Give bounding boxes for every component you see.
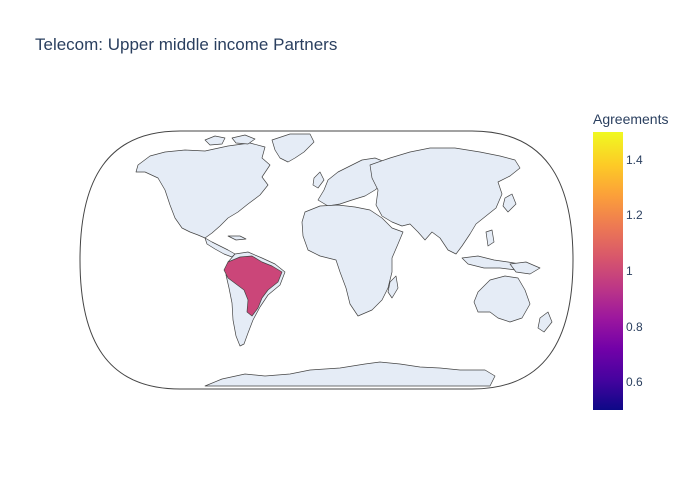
colorbar-gradient (593, 132, 623, 410)
colorbar-tick-label: 1.2 (626, 208, 643, 222)
colorbar-title: Agreements (593, 111, 668, 127)
colorbar-tick-label: 1.4 (626, 153, 643, 167)
colorbar-tick-label: 0.8 (626, 320, 643, 334)
colorbar-tick-label: 0.6 (626, 375, 643, 389)
colorbar-tick-label: 1 (626, 264, 633, 278)
